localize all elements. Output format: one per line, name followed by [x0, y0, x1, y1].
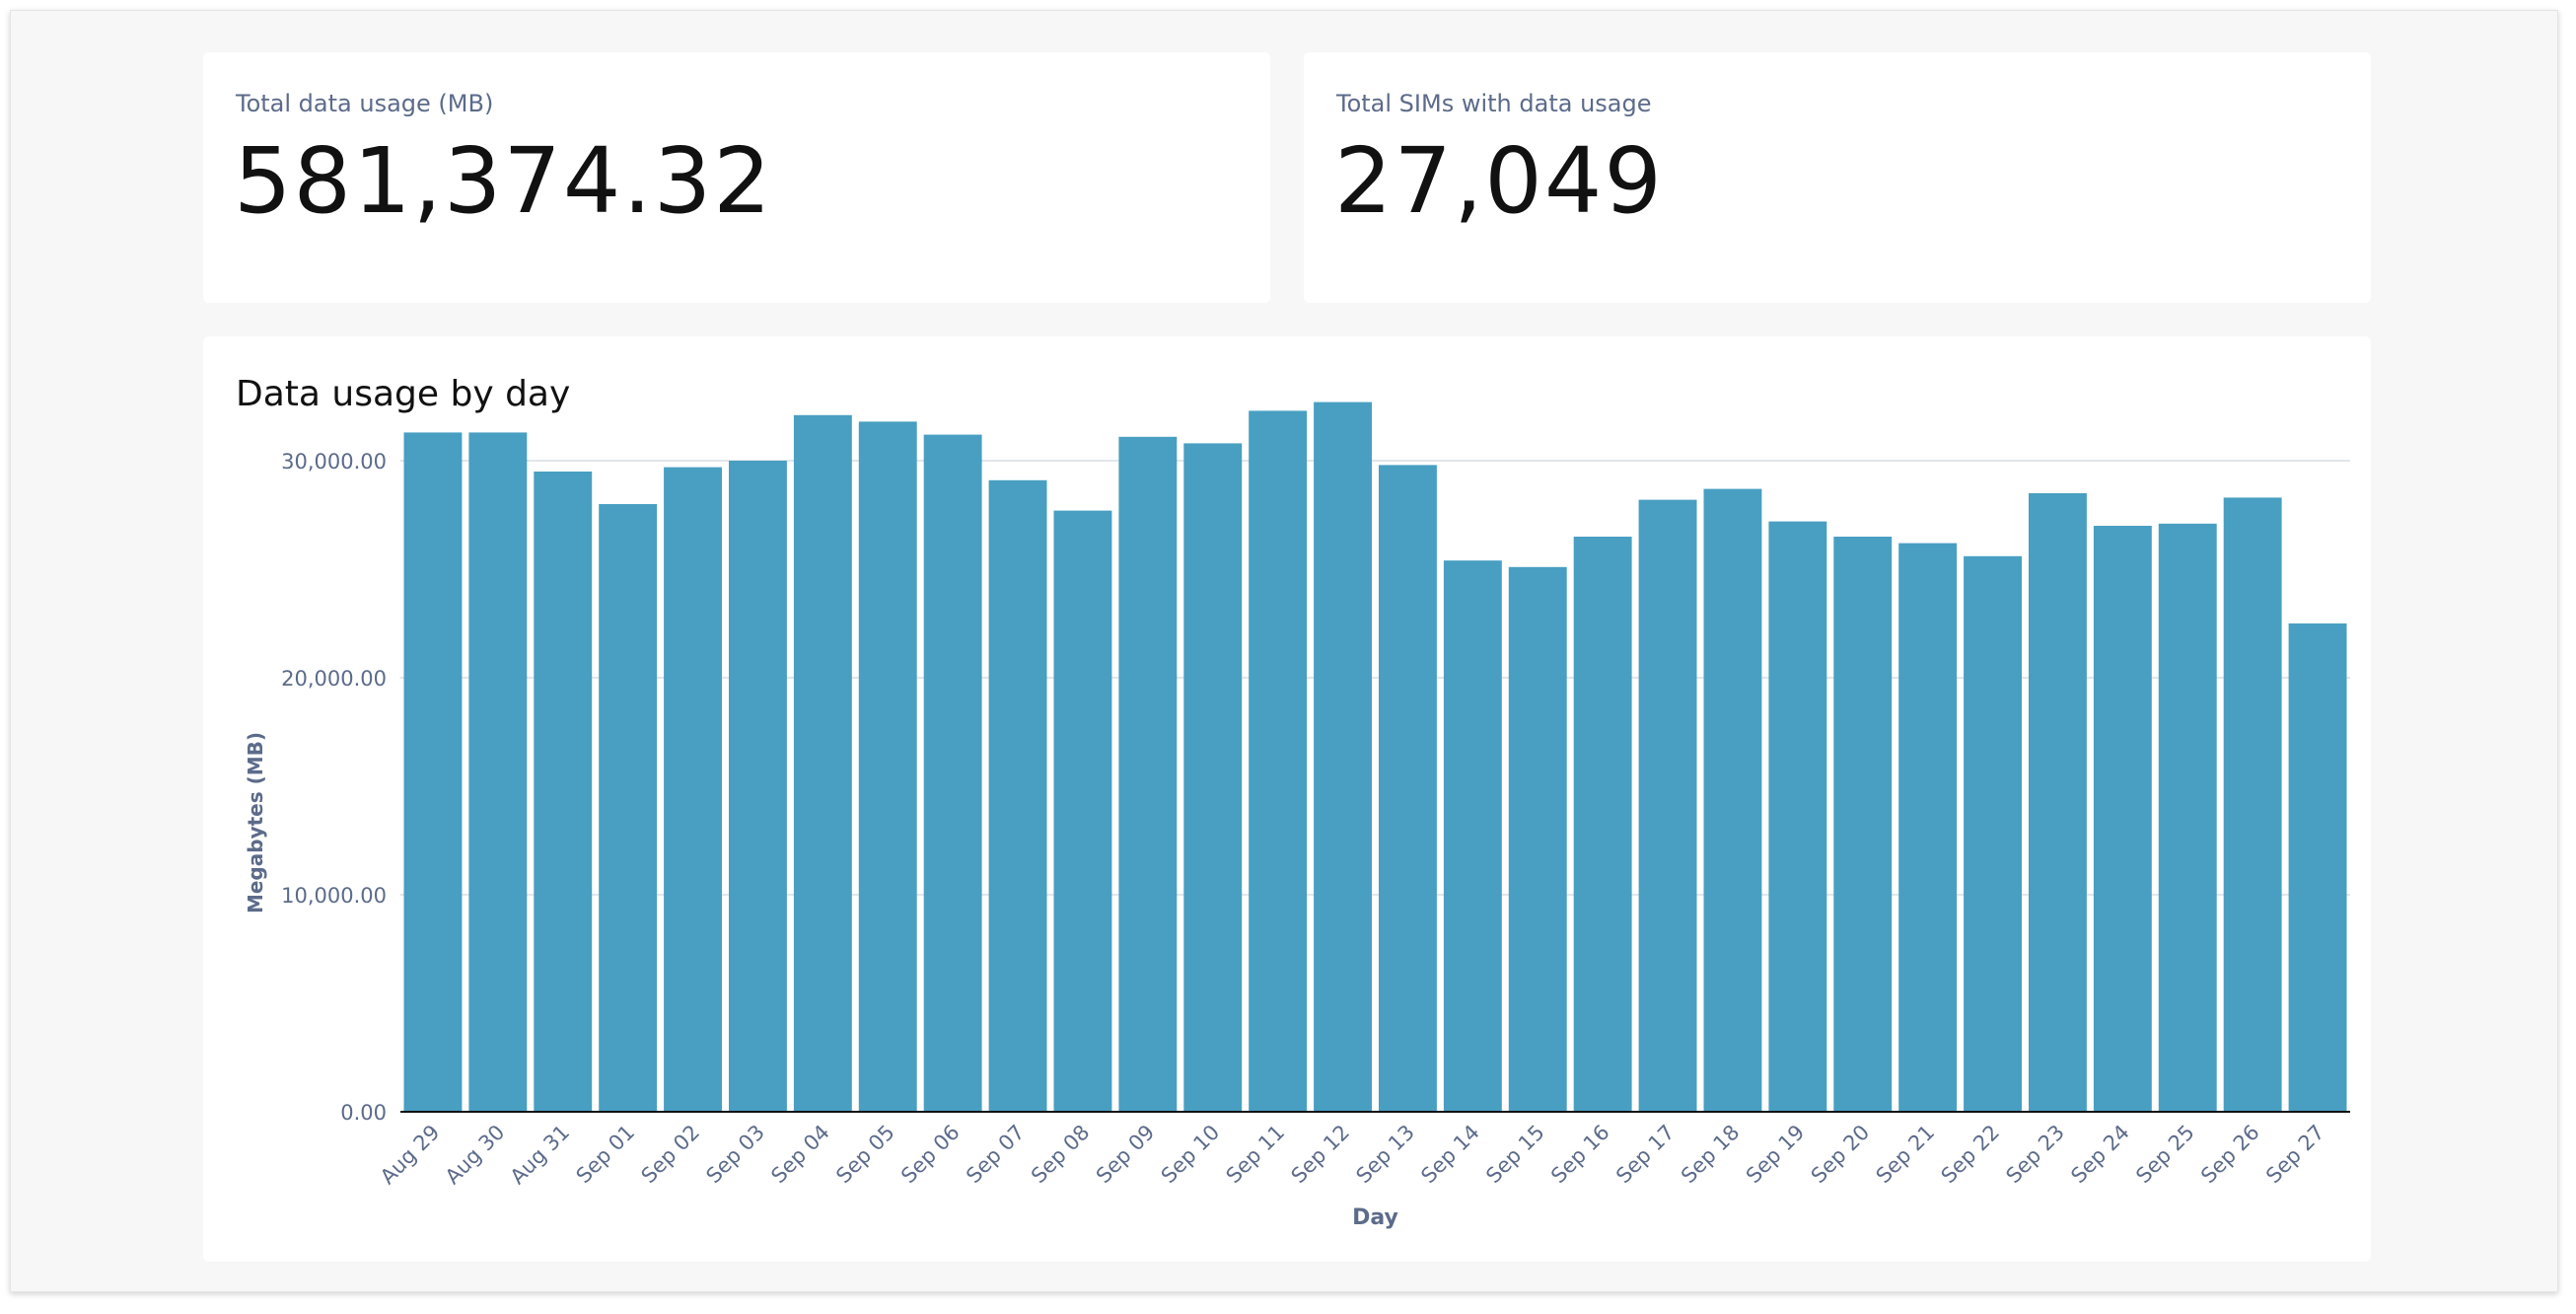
bar[interactable]	[858, 421, 917, 1112]
x-tick-label: Sep 02	[637, 1121, 705, 1189]
y-tick-label: 30,000.00	[281, 450, 387, 474]
x-tick-label: Sep 04	[766, 1121, 834, 1189]
bar[interactable]	[1053, 510, 1112, 1112]
bar[interactable]	[923, 434, 982, 1113]
x-tick-label: Sep 10	[1157, 1121, 1225, 1189]
x-tick-label: Sep 26	[2196, 1121, 2264, 1189]
bar[interactable]	[1508, 566, 1567, 1112]
bar[interactable]	[1249, 410, 1308, 1112]
bar[interactable]	[2093, 526, 2152, 1112]
bar[interactable]	[1443, 560, 1502, 1112]
x-tick-label: Sep 21	[1872, 1121, 1940, 1189]
x-tick-label: Aug 29	[376, 1121, 445, 1190]
x-tick-label: Sep 09	[1092, 1121, 1160, 1189]
y-axis-title: Megabytes (MB)	[244, 732, 267, 913]
x-tick-label: Sep 15	[1481, 1121, 1549, 1189]
x-tick-label: Sep 24	[2066, 1121, 2134, 1189]
bar[interactable]	[2029, 493, 2087, 1112]
x-tick-label: Sep 23	[2001, 1121, 2069, 1189]
bar[interactable]	[1118, 436, 1178, 1112]
chart-title: Data usage by day	[236, 374, 571, 414]
x-tick-label: Sep 08	[1027, 1121, 1095, 1189]
bar[interactable]	[729, 461, 787, 1112]
x-tick-label: Sep 06	[896, 1121, 965, 1189]
x-tick-label: Aug 30	[441, 1121, 510, 1190]
bar[interactable]	[793, 414, 852, 1112]
dashboard-frame: Total data usage (MB) 581,374.32 Total S…	[10, 10, 2558, 1292]
x-tick-label: Sep 19	[1742, 1121, 1810, 1189]
y-tick-label: 0.00	[340, 1101, 387, 1125]
bar[interactable]	[534, 472, 593, 1112]
bar[interactable]	[2158, 523, 2217, 1112]
bar[interactable]	[2288, 623, 2347, 1112]
x-tick-label: Sep 18	[1677, 1121, 1745, 1189]
bar[interactable]	[403, 432, 463, 1112]
x-tick-label: Sep 01	[572, 1121, 640, 1189]
bar[interactable]	[1833, 537, 1893, 1112]
kpi-value: 581,374.32	[234, 128, 773, 234]
bar[interactable]	[1638, 499, 1697, 1113]
kpi-card-data-usage: Total data usage (MB) 581,374.32	[203, 52, 1270, 303]
kpi-value: 27,049	[1334, 128, 1664, 234]
bar[interactable]	[1183, 443, 1243, 1112]
x-tick-label: Sep 05	[831, 1121, 899, 1189]
bar[interactable]	[664, 467, 722, 1113]
bar[interactable]	[1573, 537, 1632, 1112]
x-tick-label: Sep 27	[2261, 1121, 2329, 1189]
x-tick-label: Sep 22	[1937, 1121, 2005, 1189]
chart-card: Data usage by day 0.00 10,000.00 20,000.00…	[203, 336, 2371, 1262]
x-tick-label: Sep 13	[1351, 1121, 1419, 1189]
kpi-label: Total SIMs with data usage	[1336, 90, 1652, 117]
bar[interactable]	[599, 504, 658, 1112]
bar[interactable]	[1964, 555, 2022, 1112]
bar[interactable]	[2223, 497, 2282, 1112]
bar[interactable]	[988, 479, 1047, 1112]
x-tick-label: Aug 31	[506, 1121, 575, 1190]
x-tick-label: Sep 03	[701, 1121, 769, 1189]
x-axis-title: Day	[1352, 1205, 1398, 1230]
kpi-card-sims: Total SIMs with data usage 27,049	[1304, 52, 2371, 303]
y-tick-label: 10,000.00	[281, 884, 387, 908]
bar[interactable]	[468, 432, 528, 1112]
bar[interactable]	[1703, 488, 1762, 1113]
bar[interactable]	[1768, 521, 1827, 1112]
x-tick-label: Sep 14	[1416, 1121, 1484, 1189]
x-tick-label: Sep 11	[1222, 1121, 1290, 1189]
bar[interactable]	[1379, 465, 1437, 1112]
x-tick-label: Sep 07	[962, 1121, 1030, 1189]
kpi-label: Total data usage (MB)	[236, 90, 494, 117]
x-tick-label: Sep 16	[1546, 1121, 1614, 1189]
bar[interactable]	[1314, 402, 1372, 1113]
x-tick-label: Sep 17	[1611, 1121, 1680, 1189]
x-tick-label: Sep 25	[2131, 1121, 2199, 1189]
bar[interactable]	[1898, 543, 1958, 1112]
x-tick-label: Sep 20	[1807, 1121, 1875, 1189]
y-tick-label: 20,000.00	[281, 667, 387, 691]
x-tick-label: Sep 12	[1287, 1121, 1355, 1189]
